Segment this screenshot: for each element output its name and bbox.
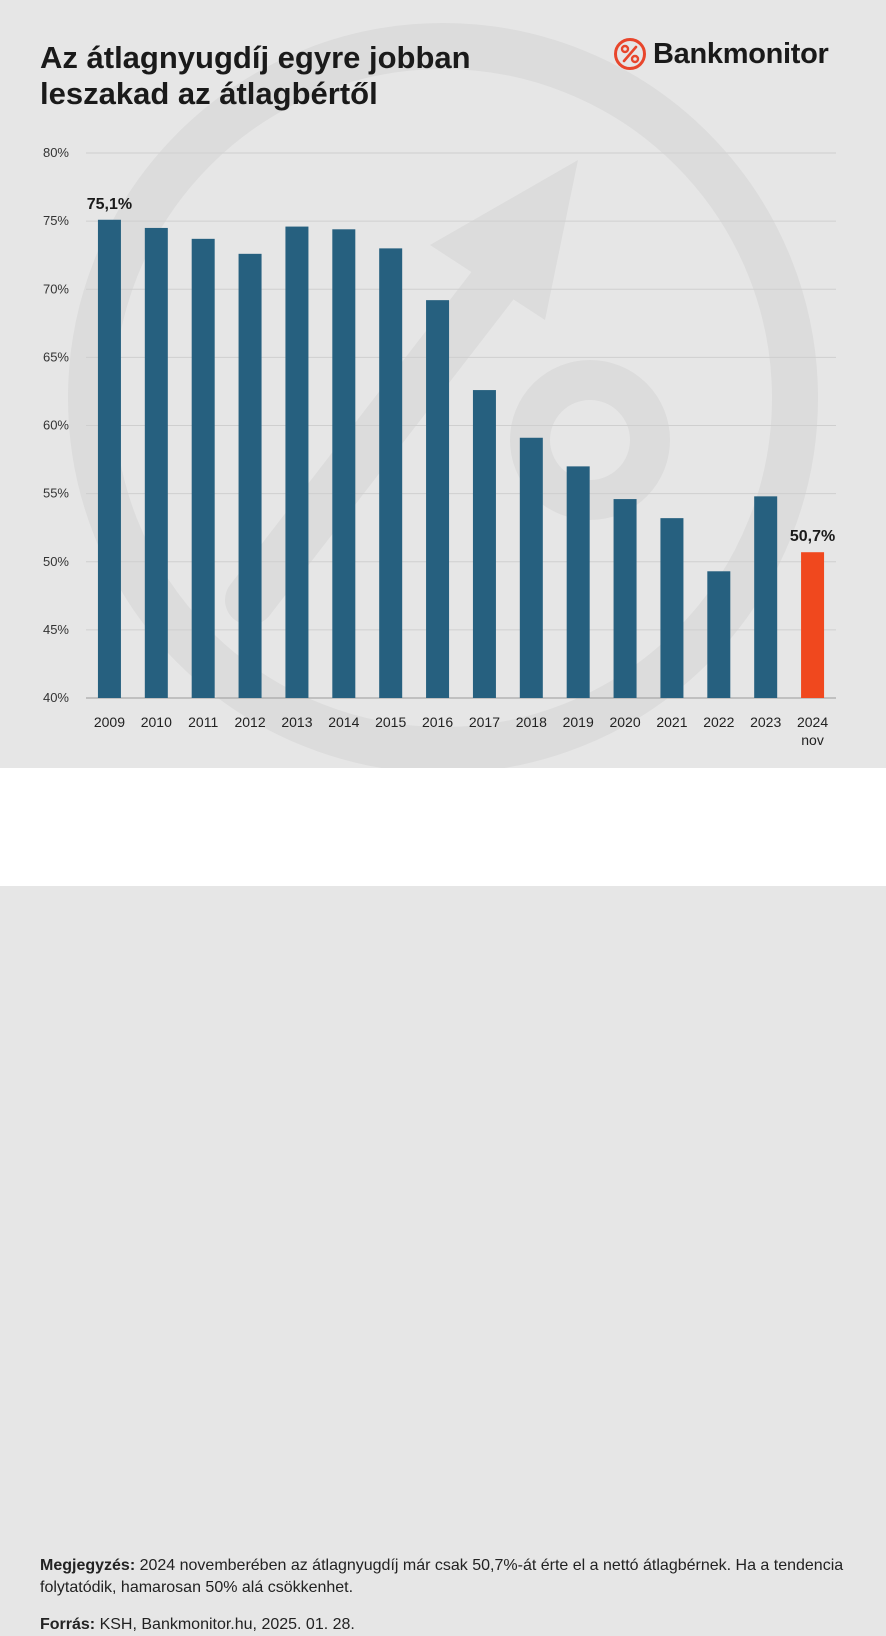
bar-2010: [144, 227, 168, 698]
x-tick-label: 2012: [234, 714, 265, 730]
footer-panel: Megjegyzés: 2024 novemberében az átlagny…: [0, 768, 886, 1633]
x-tick-label: 2009: [94, 714, 125, 730]
data-label: 75,1%: [87, 196, 132, 213]
bar-chart: 40%45%50%55%60%65%70%75%80%2009 2010 2011 2…: [43, 145, 836, 748]
source: Forrás: KSH, Bankmonitor.hu, 2025. 01. 2…: [40, 1614, 850, 1636]
x-tick-label: 2011: [188, 714, 218, 730]
x-tick-label: 2020: [609, 714, 640, 730]
bar-2015: [379, 248, 403, 698]
brand-logo: Bankmonitor: [613, 36, 829, 72]
bar-2019: [566, 466, 590, 698]
bar-2016: [426, 300, 450, 698]
y-tick-label: 65%: [43, 349, 69, 364]
y-tick-label: 80%: [43, 145, 69, 160]
bar-2022: [707, 571, 731, 698]
x-tick-label: 2022: [703, 714, 734, 730]
bar-2018: [519, 437, 543, 698]
x-tick-label: 2013: [281, 714, 312, 730]
x-tick-label: nov: [801, 732, 824, 748]
x-tick-label: 2010: [141, 714, 172, 730]
y-tick-label: 55%: [43, 486, 69, 501]
y-tick-label: 60%: [43, 418, 69, 433]
bar-2023: [754, 496, 778, 698]
title-line-1: Az átlagnyugdíj egyre jobban: [40, 40, 471, 75]
bar-2012: [238, 253, 262, 698]
bar-2013: [285, 226, 309, 698]
chart-panel: Az átlagnyugdíj egyre jobban leszakad az…: [0, 0, 886, 768]
bar-2021: [660, 518, 684, 698]
y-axis: 40% 45% 50% 55% 60% 65% 70% 75% 80%: [43, 145, 69, 705]
note-label: Megjegyzés:: [40, 1557, 136, 1574]
bar-2024-nov: [801, 552, 825, 698]
brand-name: Bankmonitor: [653, 37, 829, 70]
x-tick-label: 2014: [328, 714, 359, 730]
bar-2020: [613, 499, 637, 698]
y-tick-label: 75%: [43, 213, 69, 228]
page-title: Az átlagnyugdíj egyre jobban leszakad az…: [40, 40, 600, 112]
y-tick-label: 70%: [43, 281, 69, 296]
x-tick-label: 2024: [797, 714, 828, 730]
bar-2017: [472, 390, 496, 698]
x-tick-label: 2018: [516, 714, 547, 730]
x-axis: 2009 2010 2011 2012 2013 2014 2015 2016 2017 2018…: [94, 714, 828, 748]
y-tick-label: 40%: [43, 690, 69, 705]
x-tick-label: 2019: [563, 714, 594, 730]
x-tick-label: 2017: [469, 714, 500, 730]
data-labels: 75,1% 50,7%: [87, 196, 836, 545]
x-tick-label: 2015: [375, 714, 406, 730]
x-tick-label: 2021: [656, 714, 687, 730]
data-label: 50,7%: [790, 528, 835, 545]
x-tick-label: 2016: [422, 714, 453, 730]
bar-2014: [332, 229, 356, 699]
percent-circle-icon: [614, 38, 646, 70]
note: Megjegyzés: 2024 novemberében az átlagny…: [40, 1555, 850, 1599]
x-tick-label: 2023: [750, 714, 781, 730]
source-text: KSH, Bankmonitor.hu, 2025. 01. 28.: [99, 1616, 355, 1633]
title-line-2: leszakad az átlagbértől: [40, 76, 378, 111]
y-tick-label: 50%: [43, 554, 69, 569]
y-tick-label: 45%: [43, 622, 69, 637]
source-label: Forrás:: [40, 1616, 96, 1633]
bars: [97, 219, 825, 699]
bar-2009: [97, 219, 121, 698]
bar-2011: [191, 238, 215, 698]
note-text: 2024 novemberében az átlagnyugdíj már cs…: [40, 1557, 844, 1596]
